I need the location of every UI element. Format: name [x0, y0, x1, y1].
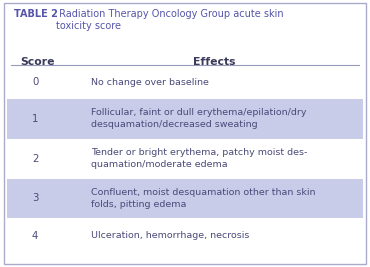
Text: Score: Score: [20, 57, 55, 67]
Text: 1: 1: [32, 114, 38, 124]
Text: Effects: Effects: [194, 57, 236, 67]
Bar: [7, 99, 363, 139]
Text: 3: 3: [32, 193, 38, 203]
Text: Ulceration, hemorrhage, necrosis: Ulceration, hemorrhage, necrosis: [91, 231, 249, 240]
Text: TABLE 2: TABLE 2: [14, 9, 58, 19]
Bar: [7, 179, 363, 218]
Text: No change over baseline: No change over baseline: [91, 78, 209, 87]
Text: Follicular, faint or dull erythema/epilation/dry
desquamation/decreased sweating: Follicular, faint or dull erythema/epila…: [91, 108, 306, 129]
Text: 0: 0: [32, 77, 38, 87]
Text: Radiation Therapy Oncology Group acute skin
toxicity score: Radiation Therapy Oncology Group acute s…: [56, 9, 283, 31]
FancyBboxPatch shape: [4, 3, 366, 264]
Text: 2: 2: [32, 154, 38, 164]
Text: Confluent, moist desquamation other than skin
folds, pitting edema: Confluent, moist desquamation other than…: [91, 188, 315, 209]
Text: 4: 4: [32, 231, 38, 241]
Text: Tender or bright erythema, patchy moist des-
quamation/moderate edema: Tender or bright erythema, patchy moist …: [91, 148, 307, 170]
